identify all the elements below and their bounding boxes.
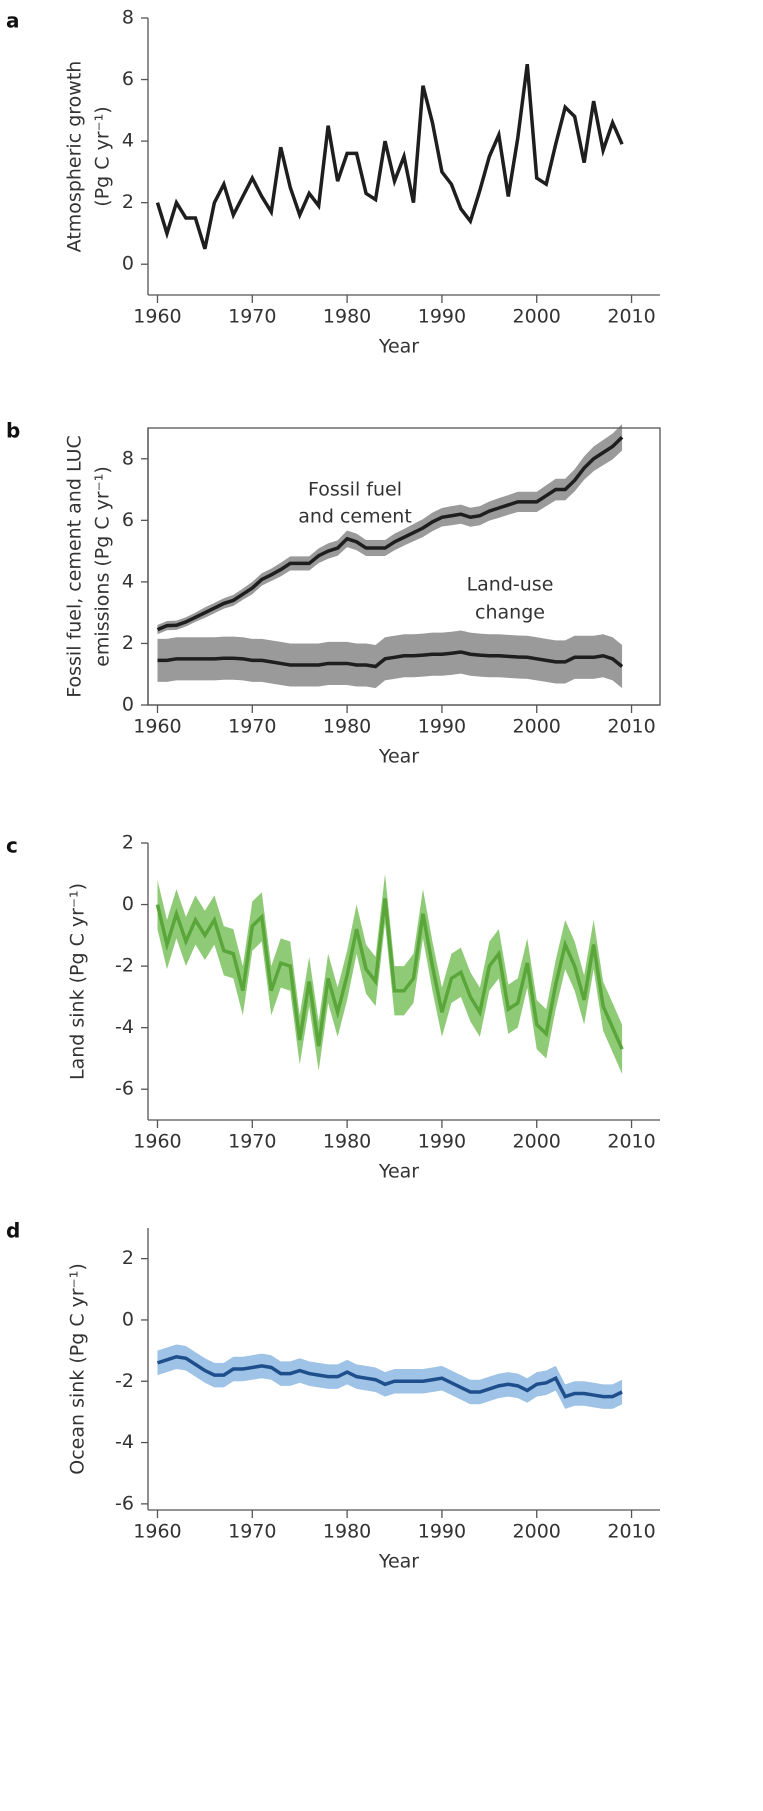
x-tick-label: 1960	[133, 1521, 181, 1543]
x-tick-label: 1980	[323, 306, 371, 328]
y-tick-label: -4	[115, 1431, 134, 1453]
panel-label: a	[6, 9, 20, 33]
y-tick-label: 8	[122, 447, 134, 469]
x-tick-label: 2010	[607, 716, 655, 738]
y-tick-label: 0	[122, 694, 134, 716]
y-tick-label: -6	[115, 1078, 134, 1100]
x-tick-label: 2000	[513, 1521, 561, 1543]
panel-label: d	[6, 1219, 20, 1243]
x-tick-label: 2000	[513, 1131, 561, 1153]
x-tick-label: 1990	[418, 306, 466, 328]
y-tick-label: 0	[122, 253, 134, 275]
x-tick-label: 1960	[133, 306, 181, 328]
panel-label: c	[6, 834, 18, 858]
annotation: change	[475, 602, 545, 624]
x-tick-label: 1970	[228, 1521, 276, 1543]
x-axis-label: Year	[378, 746, 419, 768]
y-tick-label: -4	[115, 1016, 134, 1038]
y-axis-label: Fossil fuel, cement and LUC	[64, 435, 86, 698]
annotation: Fossil fuel	[308, 479, 402, 501]
data-line	[156, 1354, 623, 1399]
x-axis-label: Year	[378, 336, 419, 358]
x-tick-label: 1990	[418, 1131, 466, 1153]
y-tick-label: -6	[115, 1492, 134, 1514]
y-axis-label: emissions (Pg C yr⁻¹)	[92, 466, 114, 667]
y-tick-label: -2	[115, 1370, 134, 1392]
y-tick-label: 6	[122, 68, 134, 90]
y-tick-label: 2	[122, 832, 134, 854]
y-axis-label: (Pg C yr⁻¹)	[92, 106, 114, 206]
data-line	[155, 898, 624, 1050]
y-tick-label: 6	[122, 509, 134, 531]
y-tick-label: -2	[115, 955, 134, 977]
x-tick-label: 1990	[418, 1521, 466, 1543]
x-tick-label: 2010	[607, 1131, 655, 1153]
y-tick-label: 8	[122, 7, 134, 29]
x-tick-label: 1980	[323, 1131, 371, 1153]
x-tick-label: 2000	[513, 306, 561, 328]
x-tick-label: 2000	[513, 716, 561, 738]
y-axis-label: Land sink (Pg C yr⁻¹)	[67, 883, 89, 1080]
x-tick-label: 2010	[607, 1521, 655, 1543]
x-axis-label: Year	[378, 1551, 419, 1573]
data-line	[156, 435, 624, 632]
y-tick-label: 2	[122, 1247, 134, 1269]
x-tick-label: 1970	[228, 1131, 276, 1153]
uncertainty-band	[157, 873, 623, 1074]
y-tick-label: 2	[122, 191, 134, 213]
y-tick-label: 0	[122, 1308, 134, 1330]
data-line	[155, 63, 624, 250]
data-line	[157, 650, 624, 669]
x-tick-label: 1970	[228, 306, 276, 328]
y-tick-label: 2	[122, 632, 134, 654]
x-axis-label: Year	[378, 1161, 419, 1183]
x-tick-label: 1980	[323, 716, 371, 738]
annotation: Land-use	[467, 574, 554, 596]
y-tick-label: 4	[122, 130, 134, 152]
y-tick-label: 4	[122, 570, 134, 592]
uncertainty-band	[157, 1344, 623, 1409]
y-axis-label: Ocean sink (Pg C yr⁻¹)	[67, 1263, 89, 1474]
x-tick-label: 1970	[228, 716, 276, 738]
x-tick-label: 1960	[133, 716, 181, 738]
x-tick-label: 1980	[323, 1521, 371, 1543]
x-tick-label: 1990	[418, 716, 466, 738]
annotation: and cement	[298, 506, 412, 528]
y-axis-label: Atmospheric growth	[64, 61, 86, 253]
x-tick-label: 2010	[607, 306, 655, 328]
x-tick-label: 1960	[133, 1131, 181, 1153]
y-tick-label: 0	[122, 893, 134, 915]
panel-label: b	[6, 419, 20, 443]
